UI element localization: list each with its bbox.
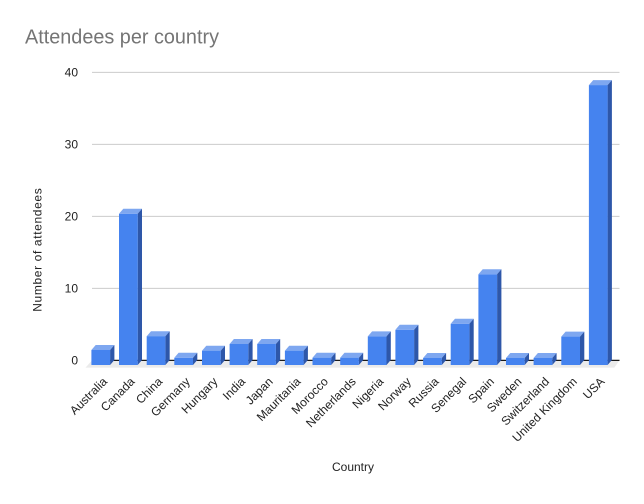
svg-text:40: 40	[65, 65, 79, 79]
svg-text:30: 30	[65, 137, 79, 151]
svg-text:10: 10	[65, 281, 79, 295]
svg-text:20: 20	[65, 209, 79, 223]
svg-text:Attendees per country: Attendees per country	[25, 27, 219, 49]
svg-text:Number of attendees: Number of attendees	[31, 188, 45, 312]
svg-text:0: 0	[71, 353, 78, 367]
svg-text:Country: Country	[332, 460, 374, 474]
